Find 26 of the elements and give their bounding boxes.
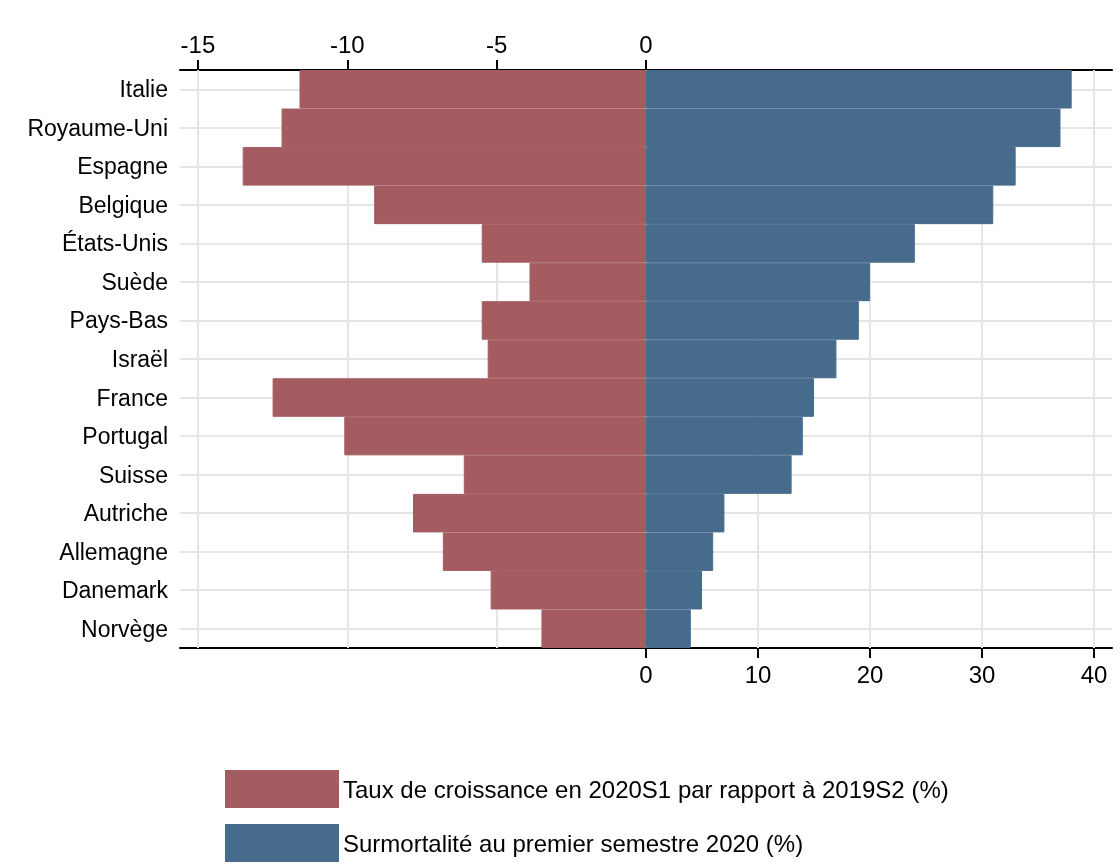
y-tick-label: Italie xyxy=(119,76,168,103)
x2-tick-label: 0 xyxy=(639,30,653,58)
y-tick-label: Pays-Bas xyxy=(69,307,168,334)
x-tick-label: 40 xyxy=(1080,660,1108,688)
x-tick-label: 10 xyxy=(744,660,772,688)
x-tick-label: 0 xyxy=(639,660,653,688)
y-tick-label: Danemark xyxy=(61,577,169,604)
y-tick-label: Allemagne xyxy=(59,538,168,565)
y-tick-label: Royaume-Uni xyxy=(27,114,168,141)
legend-label: Taux de croissance en 2020S1 par rapport à 2019S2 (%) xyxy=(343,775,949,803)
x2-tick-label: -15 xyxy=(180,30,216,58)
y-tick-label: Suède xyxy=(101,268,168,295)
x2-tick-label: -5 xyxy=(485,30,508,58)
x-tick-label: 30 xyxy=(968,660,996,688)
legend-label: Surmortalité au premier semestre 2020 (%) xyxy=(343,829,804,857)
y-tick-label: Belgique xyxy=(78,191,168,218)
y-tick-label: Portugal xyxy=(82,423,168,450)
y-tick-label: Autriche xyxy=(83,500,168,527)
y-tick-label: Suisse xyxy=(98,461,168,488)
x2-tick-label: -10 xyxy=(329,30,365,58)
y-tick-label: Israël xyxy=(111,346,168,372)
y-tick-label: France xyxy=(96,384,168,411)
y-tick-label: Espagne xyxy=(77,153,168,180)
y-tick-label: États-Unis xyxy=(61,230,168,257)
x-tick-label: 20 xyxy=(856,660,884,688)
y-tick-label: Norvège xyxy=(81,615,168,642)
